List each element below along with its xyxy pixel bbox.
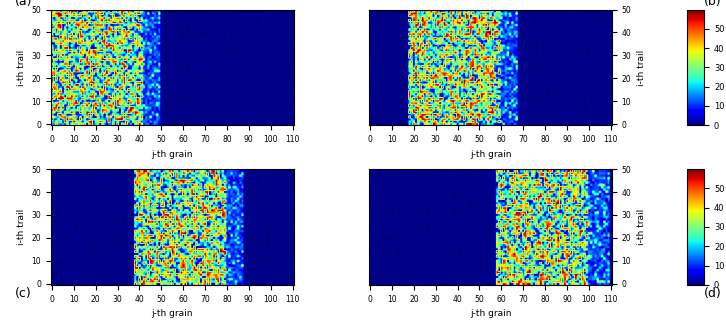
Text: (c): (c) (15, 287, 31, 300)
Y-axis label: i-th trail: i-th trail (637, 209, 646, 245)
X-axis label: j-th grain: j-th grain (470, 309, 511, 318)
X-axis label: j-th grain: j-th grain (470, 149, 511, 158)
X-axis label: j-th grain: j-th grain (152, 149, 193, 158)
Y-axis label: i-th trail: i-th trail (637, 49, 646, 85)
Y-axis label: i-th trail: i-th trail (17, 209, 26, 245)
Text: (a): (a) (15, 0, 32, 8)
Text: (b): (b) (704, 0, 722, 8)
Y-axis label: i-th trail: i-th trail (17, 49, 26, 85)
Text: (d): (d) (704, 287, 722, 300)
X-axis label: j-th grain: j-th grain (152, 309, 193, 318)
